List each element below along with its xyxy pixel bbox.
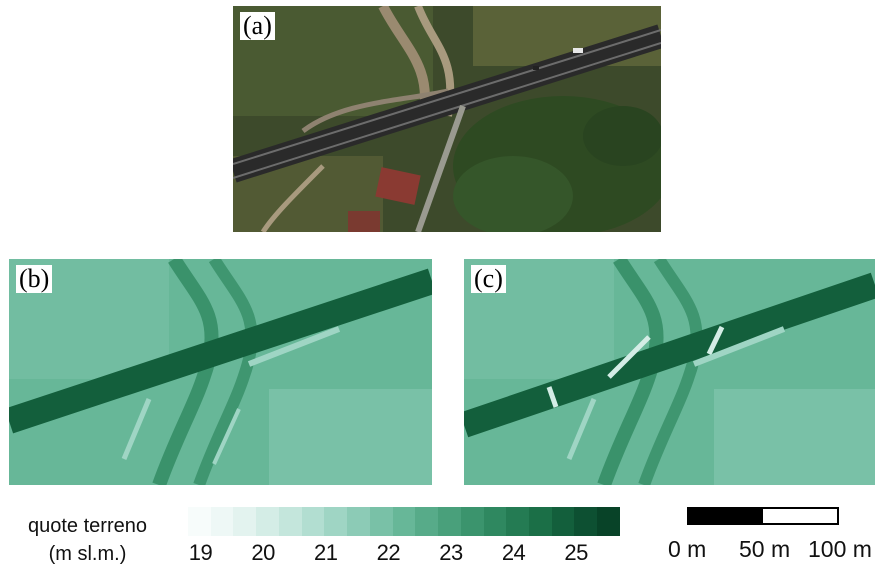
scale-label-0: 0 m <box>668 536 707 562</box>
colorbar-tick-label: 20 <box>251 540 275 565</box>
scale-bar-black-segment <box>689 509 763 523</box>
elevation-map-b <box>9 259 432 485</box>
colorbar-swatch <box>574 507 598 536</box>
colorbar-swatch <box>551 507 575 536</box>
colorbar-swatch <box>188 507 211 536</box>
elevation-panel-c: (c) <box>464 259 875 485</box>
panel-label-a: (a) <box>240 12 275 40</box>
colorbar-swatch <box>529 507 552 536</box>
colorbar-swatch <box>415 507 439 536</box>
scale-label-100: 100 m <box>808 536 872 562</box>
elevation-map-c <box>464 259 875 485</box>
panel-label-c: (c) <box>471 265 506 293</box>
colorbar-tick-label: 19 <box>188 540 213 565</box>
colorbar-tick-label: 23 <box>439 540 463 565</box>
scale-label-50: 50 m <box>739 536 791 562</box>
legend-title-line2: (m sl.m.) <box>48 543 127 565</box>
colorbar-swatch <box>347 507 370 536</box>
colorbar-swatch <box>392 507 416 536</box>
colorbar-swatch <box>369 507 393 536</box>
colorbar-swatch <box>438 507 461 536</box>
colorbar-swatch <box>483 507 507 536</box>
colorbar-tick-label: 24 <box>501 540 526 565</box>
elevation-panel-b: (b) <box>9 259 432 485</box>
aerial-photo <box>233 6 661 232</box>
colorbar-swatch <box>233 507 257 536</box>
colorbar-swatch <box>210 507 234 536</box>
colorbar-swatch <box>301 507 325 536</box>
legend-title: quote terreno (m sl.m.) <box>15 512 160 568</box>
colorbar-swatch <box>597 507 620 536</box>
elevation-colorbar <box>188 507 620 536</box>
colorbar-ticks: 19 20 21 22 23 24 25 <box>188 540 620 570</box>
colorbar-tick-label: 25 <box>564 540 588 565</box>
colorbar-swatch <box>278 507 302 536</box>
colorbar-swatch <box>460 507 484 536</box>
scale-bar-labels: 0 m 50 m 100 m <box>660 536 875 572</box>
legend-title-line1: quote terreno <box>28 515 147 537</box>
scale-bar-white-segment <box>763 509 837 523</box>
colorbar-swatch <box>324 507 348 536</box>
colorbar-tick-label: 22 <box>376 540 401 565</box>
scale-bar <box>687 507 839 525</box>
panel-label-b: (b) <box>16 265 53 293</box>
aerial-photo-panel: (a) <box>233 6 661 232</box>
colorbar-swatch <box>256 507 279 536</box>
colorbar-tick-label: 21 <box>313 540 338 565</box>
colorbar-swatch <box>506 507 530 536</box>
